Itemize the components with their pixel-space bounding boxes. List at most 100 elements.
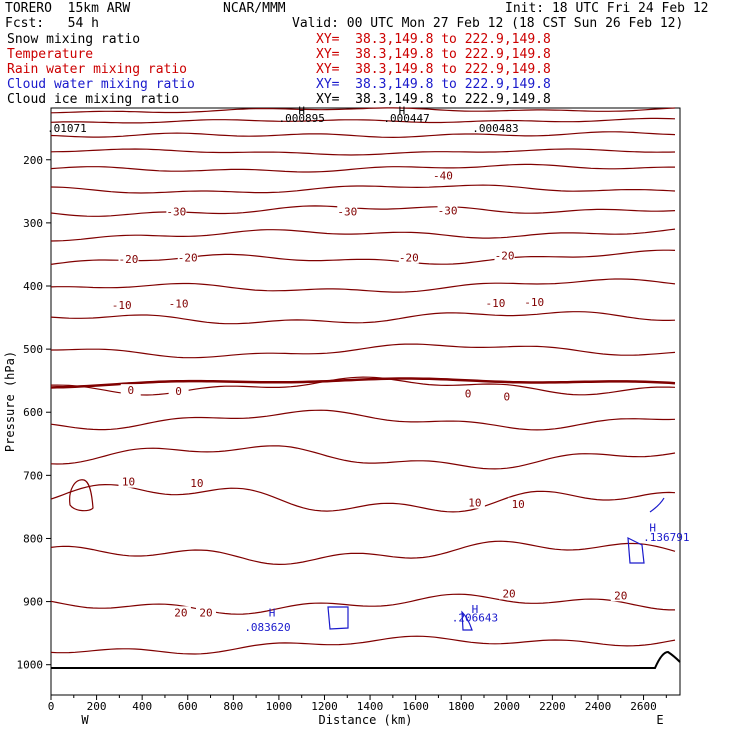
isotherm-9 (50, 249, 676, 265)
model-title: TORERO 15km ARW (5, 1, 131, 16)
x-tick-label: 2200 (539, 700, 566, 713)
isotherm-label-bg (398, 251, 419, 264)
cloud-water-contour-1 (327, 606, 349, 630)
isotherm-label-bg (496, 390, 517, 403)
x-tick-label: 600 (178, 700, 198, 713)
isotherm-label-bg (437, 204, 458, 217)
cloud-water-contour-2 (461, 610, 473, 631)
x-tick-label: 1400 (357, 700, 384, 713)
isotherm-label: -20 (495, 250, 515, 263)
isotherm-label-bg (170, 606, 191, 619)
isotherm-label-bg (499, 587, 520, 600)
isotherm-14 (50, 409, 676, 431)
isotherm-label: -40 (433, 170, 453, 183)
field-label-cloud-ice: Cloud ice mixing ratio (7, 92, 180, 107)
freezing-level-line (50, 377, 676, 389)
isotherm-label: 20 (614, 589, 627, 602)
isotherm-label: -10 (112, 299, 132, 312)
init-time: Init: 18 UTC Fri 24 Feb 12 (505, 1, 709, 16)
isotherm-label: 0 (175, 385, 182, 398)
field-xy-cloud-ice: XY= 38.3,149.8 to 222.9,149.8 (316, 92, 551, 107)
field-label-rain: Rain water mixing ratio (7, 62, 188, 77)
isotherm-label: 20 (174, 606, 187, 619)
y-axis-label: Pressure (hPa) (3, 351, 17, 452)
isotherm-label: -20 (399, 252, 419, 265)
isotherm-label-bg (432, 169, 453, 182)
isotherm-label-bg (120, 384, 141, 397)
isotherm-2 (50, 117, 676, 124)
y-tick-label: 400 (23, 280, 43, 293)
mixing-ratio-label: H (298, 105, 305, 118)
closed-isotherm-left (69, 479, 94, 512)
x-tick-label: 2600 (630, 700, 657, 713)
isotherm-label-bg (494, 249, 515, 262)
isotherm-label: 10 (512, 498, 525, 511)
cloud-water-contour-3 (627, 536, 645, 564)
y-tick-label: 900 (23, 596, 43, 609)
isotherm-18 (50, 593, 675, 615)
field-xy-snow: XY= 38.3,149.8 to 222.9,149.8 (316, 32, 551, 47)
x-tick-label: 2000 (494, 700, 521, 713)
x-tick-label: 1600 (402, 700, 429, 713)
isotherm-label: -20 (178, 252, 198, 265)
mixing-ratio-label: H (269, 606, 276, 619)
isotherm-17 (50, 540, 676, 566)
isotherm-label-bg (118, 252, 139, 265)
forecast-hour: Fcst: 54 h (5, 16, 99, 31)
organization-label: NCAR/MMM (223, 1, 286, 16)
isotherm-label-bg (118, 475, 139, 488)
y-tick-label: 500 (23, 343, 43, 356)
mixing-ratio-label: .083620 (244, 621, 290, 634)
plot-frame (50, 107, 681, 696)
isotherm-16 (50, 483, 676, 513)
x-tick-label: 1800 (448, 700, 475, 713)
west-end-label: W (81, 713, 89, 727)
isotherm-4 (50, 148, 676, 156)
isotherm-label: 10 (190, 477, 203, 490)
isotherm-label-bg (168, 384, 189, 397)
isotherm-label: 20 (502, 587, 515, 600)
mixing-ratio-label: .000483 (472, 122, 518, 135)
cloud-water-contour-4 (649, 497, 665, 513)
isotherm-label: -30 (166, 206, 186, 219)
isotherm-label-bg (508, 497, 529, 510)
isotherm-label: 0 (127, 384, 134, 397)
isotherm-label-bg (458, 387, 479, 400)
x-tick-label: 200 (87, 700, 107, 713)
isotherm-label-bg (195, 606, 216, 619)
isotherm-19 (50, 635, 676, 655)
isotherm-label: 0 (465, 387, 472, 400)
isotherm-label: -10 (485, 297, 505, 310)
isotherm-3 (50, 131, 676, 139)
isotherm-10 (50, 278, 676, 293)
isotherm-label-bg (168, 297, 189, 310)
isotherm-13 (51, 376, 676, 396)
field-xy-cloud-water: XY= 38.3,149.8 to 222.9,149.8 (316, 77, 551, 92)
isotherm-label: 0 (503, 390, 510, 403)
y-tick-label: 800 (23, 532, 43, 545)
isotherm-label-bg (166, 205, 187, 218)
isotherm-label-bg (177, 251, 198, 264)
isotherm-label: -10 (524, 296, 544, 309)
isotherm-label: 10 (468, 496, 481, 509)
mixing-ratio-label: .000895 (279, 112, 325, 125)
valid-time: Valid: 00 UTC Mon 27 Feb 12 (18 CST Sun … (292, 16, 684, 31)
isotherm-label-bg (485, 297, 506, 310)
field-label-temperature: Temperature (7, 47, 94, 62)
field-label-snow: Snow mixing ratio (7, 32, 141, 47)
mixing-ratio-label: H (472, 603, 479, 616)
field-label-cloud-water: Cloud water mixing ratio (7, 77, 195, 92)
x-tick-label: 1000 (266, 700, 293, 713)
isotherm-label: -30 (438, 204, 458, 217)
terrain-surface (51, 650, 681, 669)
isotherm-label: -20 (119, 253, 139, 266)
isotherm-label-bg (186, 476, 207, 489)
y-tick-label: 1000 (17, 659, 44, 672)
mixing-ratio-label: H (649, 522, 656, 535)
east-end-label: E (656, 713, 663, 727)
field-xy-rain: XY= 38.3,149.8 to 222.9,149.8 (316, 62, 551, 77)
isotherm-8 (50, 228, 676, 242)
isotherm-label-bg (524, 295, 545, 308)
field-xy-temperature: XY= 38.3,149.8 to 222.9,149.8 (316, 47, 551, 62)
isotherm-5 (50, 163, 675, 173)
